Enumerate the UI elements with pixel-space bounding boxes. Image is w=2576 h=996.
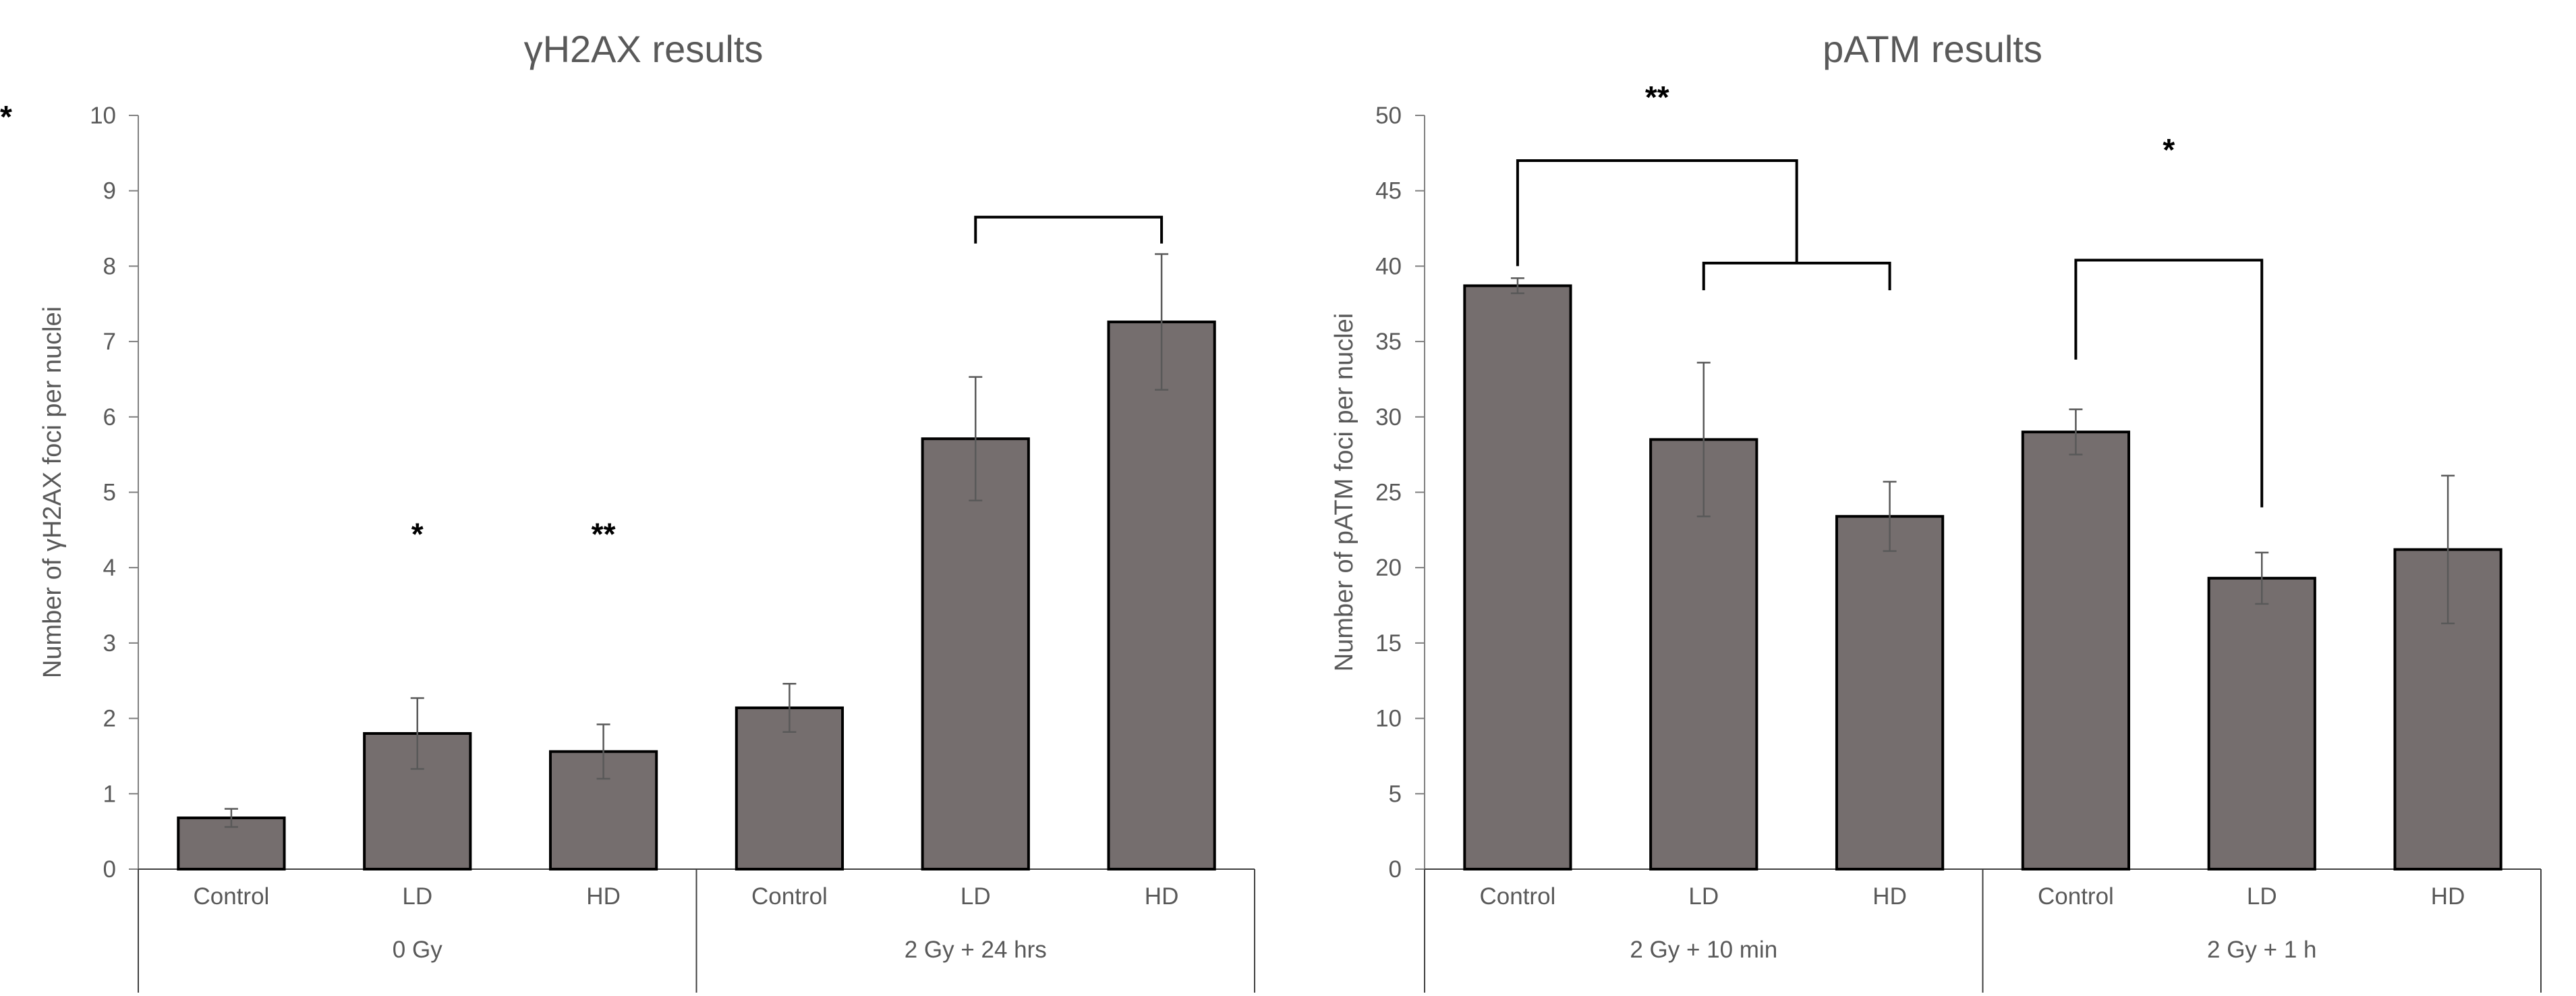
- category-label: HD: [1145, 883, 1179, 910]
- category-label: LD: [2247, 883, 2277, 910]
- group-label: 2 Gy + 24 hrs: [905, 937, 1047, 963]
- significance-label: **: [1645, 80, 1669, 115]
- significance-bracket: [1516, 159, 1798, 267]
- bar: [1107, 321, 1216, 871]
- y-tick-label: 10: [1375, 706, 1402, 732]
- bar: [2207, 576, 2316, 870]
- y-tick-label: 20: [1375, 555, 1402, 581]
- category-label: HD: [2431, 883, 2465, 910]
- bar: [2021, 431, 2131, 870]
- significance-bracket: [2074, 258, 2264, 507]
- y-tick-label: 25: [1375, 480, 1402, 506]
- y-tick-label: 50: [1375, 103, 1402, 129]
- y-tick-label: 40: [1375, 253, 1402, 279]
- y-tick-label: 1: [103, 781, 116, 807]
- bar: [1463, 284, 1572, 870]
- category-label: HD: [586, 883, 621, 910]
- group-label: 0 Gy: [393, 937, 442, 963]
- significance-label: **: [592, 517, 616, 552]
- category-label: LD: [1688, 883, 1719, 910]
- y-axis-label: Number of pATM foci per nuclei: [1330, 313, 1358, 672]
- y-tick-label: 4: [103, 555, 116, 581]
- y-tick-label: 0: [1389, 856, 1402, 883]
- bar: [177, 817, 286, 870]
- bar: [548, 750, 658, 871]
- significance-bracket: [1702, 261, 1891, 291]
- bar: [921, 437, 1030, 870]
- significance-bracket: [974, 215, 1164, 244]
- category-label: Control: [751, 883, 828, 910]
- significance-label: **: [0, 99, 12, 134]
- category-label: LD: [402, 883, 432, 910]
- y-tick-label: 9: [103, 178, 116, 204]
- y-tick-label: 35: [1375, 329, 1402, 355]
- y-tick-label: 2: [103, 706, 116, 732]
- chart-title: γH2AX results: [524, 28, 764, 70]
- bar: [1835, 515, 1945, 870]
- category-label: Control: [194, 883, 270, 910]
- y-tick-label: 0: [103, 856, 116, 883]
- y-tick-label: 8: [103, 253, 116, 279]
- category-label: LD: [961, 883, 991, 910]
- y-tick-label: 45: [1375, 178, 1402, 204]
- y-tick-label: 3: [103, 630, 116, 657]
- category-label: Control: [2038, 883, 2114, 910]
- chart-title: pATM results: [1823, 28, 2042, 70]
- group-label: 2 Gy + 1 h: [2207, 937, 2316, 963]
- y-axis-label: Number of γH2AX foci per nuclei: [38, 306, 67, 678]
- significance-label: *: [411, 517, 424, 552]
- group-label: 2 Gy + 10 min: [1630, 937, 1777, 963]
- y-tick-label: 15: [1375, 630, 1402, 657]
- significance-label: *: [2163, 132, 2175, 167]
- category-label: Control: [1480, 883, 1556, 910]
- y-tick-label: 5: [103, 480, 116, 506]
- y-tick-label: 10: [90, 103, 116, 129]
- y-tick-label: 30: [1375, 404, 1402, 431]
- y-tick-label: 6: [103, 404, 116, 431]
- y-tick-label: 5: [1389, 781, 1402, 807]
- bar: [735, 706, 845, 871]
- y-tick-label: 7: [103, 329, 116, 355]
- category-label: HD: [1872, 883, 1907, 910]
